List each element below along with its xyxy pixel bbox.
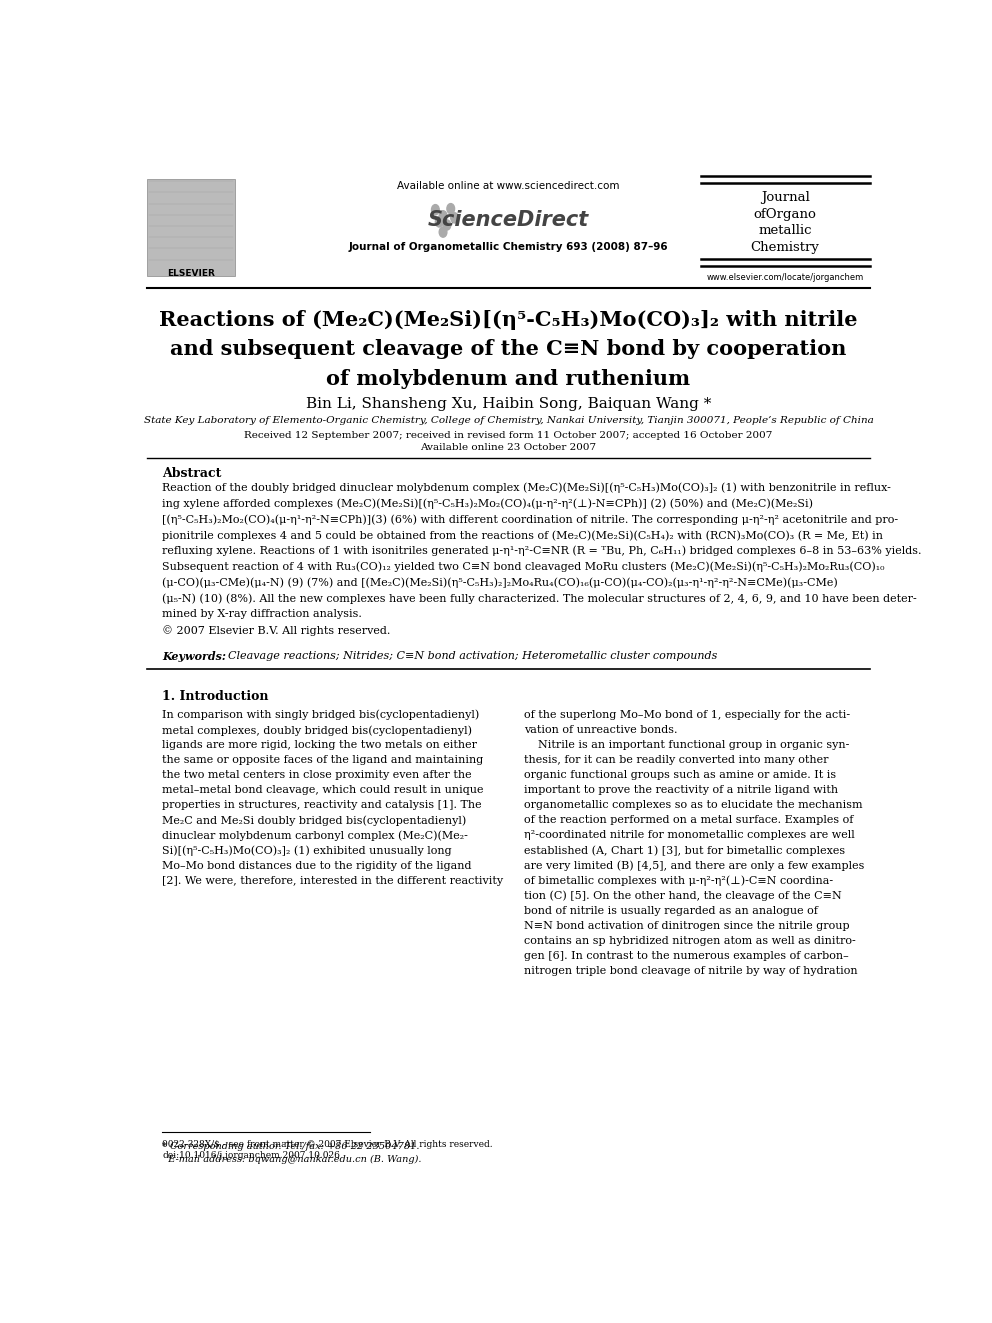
Circle shape: [435, 217, 443, 228]
Text: of the superlong Mo–Mo bond of 1, especially for the acti-: of the superlong Mo–Mo bond of 1, especi…: [524, 710, 850, 720]
Text: Nitrile is an important functional group in organic syn-: Nitrile is an important functional group…: [524, 740, 849, 750]
Text: © 2007 Elsevier B.V. All rights reserved.: © 2007 Elsevier B.V. All rights reserved…: [163, 624, 391, 635]
Text: ScienceDirect: ScienceDirect: [428, 209, 589, 230]
Text: metal–metal bond cleavage, which could result in unique: metal–metal bond cleavage, which could r…: [163, 786, 484, 795]
Circle shape: [450, 213, 458, 224]
Text: pionitrile complexes 4 and 5 could be obtained from the reactions of (Me₂C)(Me₂S: pionitrile complexes 4 and 5 could be ob…: [163, 531, 884, 541]
Text: (μ₅-N) (10) (8%). All the new complexes have been fully characterized. The molec: (μ₅-N) (10) (8%). All the new complexes …: [163, 593, 918, 603]
Text: Si)[(η⁵-C₅H₃)Mo(CO)₃]₂ (1) exhibited unusually long: Si)[(η⁵-C₅H₃)Mo(CO)₃]₂ (1) exhibited unu…: [163, 845, 452, 856]
Text: are very limited (B) [4,5], and there are only a few examples: are very limited (B) [4,5], and there ar…: [524, 861, 864, 872]
Circle shape: [439, 210, 446, 221]
Text: the two metal centers in close proximity even after the: the two metal centers in close proximity…: [163, 770, 472, 781]
Text: In comparison with singly bridged bis(cyclopentadienyl): In comparison with singly bridged bis(cy…: [163, 710, 480, 721]
Text: the same or opposite faces of the ligand and maintaining: the same or opposite faces of the ligand…: [163, 755, 484, 765]
Text: of bimetallic complexes with μ-η²-η²(⊥)-C≡N coordina-: of bimetallic complexes with μ-η²-η²(⊥)-…: [524, 876, 833, 886]
Text: Bin Li, Shansheng Xu, Haibin Song, Baiquan Wang *: Bin Li, Shansheng Xu, Haibin Song, Baiqu…: [306, 397, 711, 411]
Text: mined by X-ray diffraction analysis.: mined by X-ray diffraction analysis.: [163, 609, 362, 619]
Circle shape: [432, 205, 439, 214]
Text: thesis, for it can be readily converted into many other: thesis, for it can be readily converted …: [524, 755, 828, 765]
Text: η²-coordinated nitrile for monometallic complexes are well: η²-coordinated nitrile for monometallic …: [524, 831, 854, 840]
Circle shape: [439, 228, 446, 237]
Text: Keywords:: Keywords:: [163, 651, 226, 662]
Text: organic functional groups such as amine or amide. It is: organic functional groups such as amine …: [524, 770, 836, 781]
Circle shape: [446, 204, 454, 214]
Text: vation of unreactive bonds.: vation of unreactive bonds.: [524, 725, 678, 736]
Text: established (A, Chart 1) [3], but for bimetallic complexes: established (A, Chart 1) [3], but for bi…: [524, 845, 845, 856]
Text: of the reaction performed on a metal surface. Examples of: of the reaction performed on a metal sur…: [524, 815, 853, 826]
Text: [2]. We were, therefore, interested in the different reactivity: [2]. We were, therefore, interested in t…: [163, 876, 504, 885]
Text: 1. Introduction: 1. Introduction: [163, 689, 269, 703]
Text: tion (C) [5]. On the other hand, the cleavage of the C≡N: tion (C) [5]. On the other hand, the cle…: [524, 890, 841, 901]
Text: of molybdenum and ruthenium: of molybdenum and ruthenium: [326, 369, 690, 389]
Text: Mo–Mo bond distances due to the rigidity of the ligand: Mo–Mo bond distances due to the rigidity…: [163, 861, 472, 871]
Text: [(η⁵-C₅H₃)₂Mo₂(CO)₄(μ-η¹-η²-N≡CPh)](3) (6%) with different coordination of nitri: [(η⁵-C₅H₃)₂Mo₂(CO)₄(μ-η¹-η²-N≡CPh)](3) (…: [163, 515, 899, 525]
Text: ELSEVIER: ELSEVIER: [167, 269, 215, 278]
Text: State Key Laboratory of Elemento-Organic Chemistry, College of Chemistry, Nankai: State Key Laboratory of Elemento-Organic…: [144, 417, 873, 426]
Text: Subsequent reaction of 4 with Ru₃(CO)₁₂ yielded two C≡N bond cleavaged MoRu clus: Subsequent reaction of 4 with Ru₃(CO)₁₂ …: [163, 562, 885, 573]
Text: Received 12 September 2007; received in revised form 11 October 2007; accepted 1: Received 12 September 2007; received in …: [244, 431, 773, 439]
Text: Journal of Organometallic Chemistry 693 (2008) 87–96: Journal of Organometallic Chemistry 693 …: [348, 242, 669, 253]
Circle shape: [443, 220, 450, 230]
Text: doi:10.1016/j.jorganchem.2007.10.026: doi:10.1016/j.jorganchem.2007.10.026: [163, 1151, 340, 1160]
Text: Reactions of (Me₂C)(Me₂Si)[(η⁵-C₅H₃)Mo(CO)₃]₂ with nitrile: Reactions of (Me₂C)(Me₂Si)[(η⁵-C₅H₃)Mo(C…: [159, 310, 858, 329]
Text: Reaction of the doubly bridged dinuclear molybdenum complex (Me₂C)(Me₂Si)[(η⁵-C₅: Reaction of the doubly bridged dinuclear…: [163, 483, 892, 493]
Text: Available online at www.sciencedirect.com: Available online at www.sciencedirect.co…: [397, 181, 620, 191]
Text: refluxing xylene. Reactions of 1 with isonitriles generated μ-η¹-η²-C≡NR (R = ᵀB: refluxing xylene. Reactions of 1 with is…: [163, 546, 922, 557]
Text: Available online 23 October 2007: Available online 23 October 2007: [421, 443, 596, 452]
Text: important to prove the reactivity of a nitrile ligand with: important to prove the reactivity of a n…: [524, 786, 838, 795]
Text: metal complexes, doubly bridged bis(cyclopentadienyl): metal complexes, doubly bridged bis(cycl…: [163, 725, 472, 736]
Text: ligands are more rigid, locking the two metals on either: ligands are more rigid, locking the two …: [163, 740, 477, 750]
Text: (μ-CO)(μ₃-CMe)(μ₄-N) (9) (7%) and [(Me₂C)(Me₂Si)(η⁵-C₅H₃)₂]₂Mo₄Ru₄(CO)₁₆(μ-CO)(μ: (μ-CO)(μ₃-CMe)(μ₄-N) (9) (7%) and [(Me₂C…: [163, 577, 838, 587]
Text: 0022-328X/$ - see front matter © 2007 Elsevier B.V. All rights reserved.: 0022-328X/$ - see front matter © 2007 El…: [163, 1140, 493, 1148]
Text: bond of nitrile is usually regarded as an analogue of: bond of nitrile is usually regarded as a…: [524, 906, 817, 916]
Text: www.elsevier.com/locate/jorganchem: www.elsevier.com/locate/jorganchem: [706, 273, 864, 282]
Text: Journal
ofOrgano
metallic
Chemistry: Journal ofOrgano metallic Chemistry: [751, 192, 819, 254]
Bar: [147, 179, 235, 277]
Text: gen [6]. In contrast to the numerous examples of carbon–: gen [6]. In contrast to the numerous exa…: [524, 951, 848, 960]
Text: nitrogen triple bond cleavage of nitrile by way of hydration: nitrogen triple bond cleavage of nitrile…: [524, 966, 857, 976]
Text: N≡N bond activation of dinitrogen since the nitrile group: N≡N bond activation of dinitrogen since …: [524, 921, 849, 931]
Text: ing xylene afforded complexes (Me₂C)(Me₂Si)[(η⁵-C₅H₃)₂Mo₂(CO)₄(μ-η²-η²(⊥)-N≡CPh): ing xylene afforded complexes (Me₂C)(Me₂…: [163, 499, 813, 509]
Text: properties in structures, reactivity and catalysis [1]. The: properties in structures, reactivity and…: [163, 800, 482, 811]
Text: Abstract: Abstract: [163, 467, 222, 480]
Text: and subsequent cleavage of the C≡N bond by cooperation: and subsequent cleavage of the C≡N bond …: [171, 339, 846, 359]
Text: E-mail address: bqwang@nankai.edu.cn (B. Wang).: E-mail address: bqwang@nankai.edu.cn (B.…: [163, 1155, 422, 1164]
Text: organometallic complexes so as to elucidate the mechanism: organometallic complexes so as to elucid…: [524, 800, 862, 811]
Text: Me₂C and Me₂Si doubly bridged bis(cyclopentadienyl): Me₂C and Me₂Si doubly bridged bis(cyclop…: [163, 815, 466, 826]
Text: dinuclear molybdenum carbonyl complex (Me₂C)(Me₂-: dinuclear molybdenum carbonyl complex (M…: [163, 831, 468, 841]
Text: contains an sp hybridized nitrogen atom as well as dinitro-: contains an sp hybridized nitrogen atom …: [524, 937, 855, 946]
Text: * Corresponding author. Tel./fax: +86 22 23504781.: * Corresponding author. Tel./fax: +86 22…: [163, 1142, 420, 1151]
Text: Cleavage reactions; Nitrides; C≡N bond activation; Heterometallic cluster compou: Cleavage reactions; Nitrides; C≡N bond a…: [228, 651, 717, 660]
